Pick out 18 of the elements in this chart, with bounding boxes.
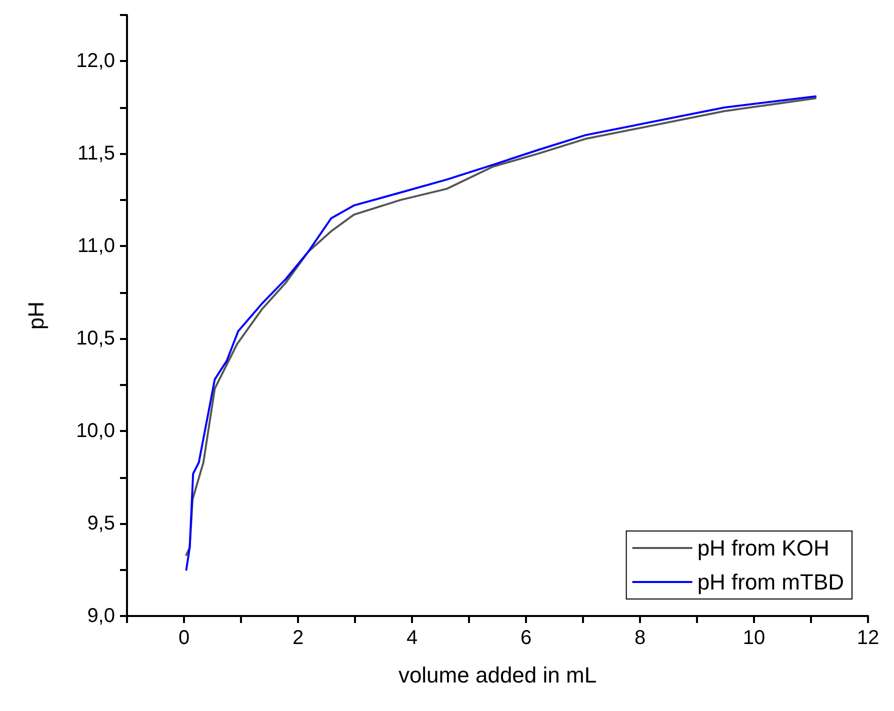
x-tick-label: 6 [520, 627, 532, 649]
y-tick-label: 9,5 [87, 512, 115, 535]
x-axis-title: volume added in mL [398, 662, 597, 688]
x-tick-label: 2 [292, 627, 304, 649]
y-tick-label: 12,0 [76, 50, 115, 72]
x-tick-label: 10 [742, 627, 766, 649]
y-tick-label: 10,0 [76, 420, 115, 442]
y-axis-title: pH [24, 301, 48, 330]
x-tick-label: 4 [406, 627, 418, 649]
y-tick-label: 10,5 [76, 328, 115, 350]
x-tick-label: 8 [634, 627, 646, 649]
x-tick-label: 0 [178, 627, 190, 649]
y-tick-label: 11,0 [78, 235, 115, 258]
y-tick-label: 9,0 [87, 605, 115, 627]
x-tick-label: 12 [856, 627, 880, 649]
legend-label: pH from KOH [697, 536, 830, 560]
legend-label: pH from mTBD [697, 570, 844, 594]
y-tick-label: 11,5 [78, 142, 115, 165]
